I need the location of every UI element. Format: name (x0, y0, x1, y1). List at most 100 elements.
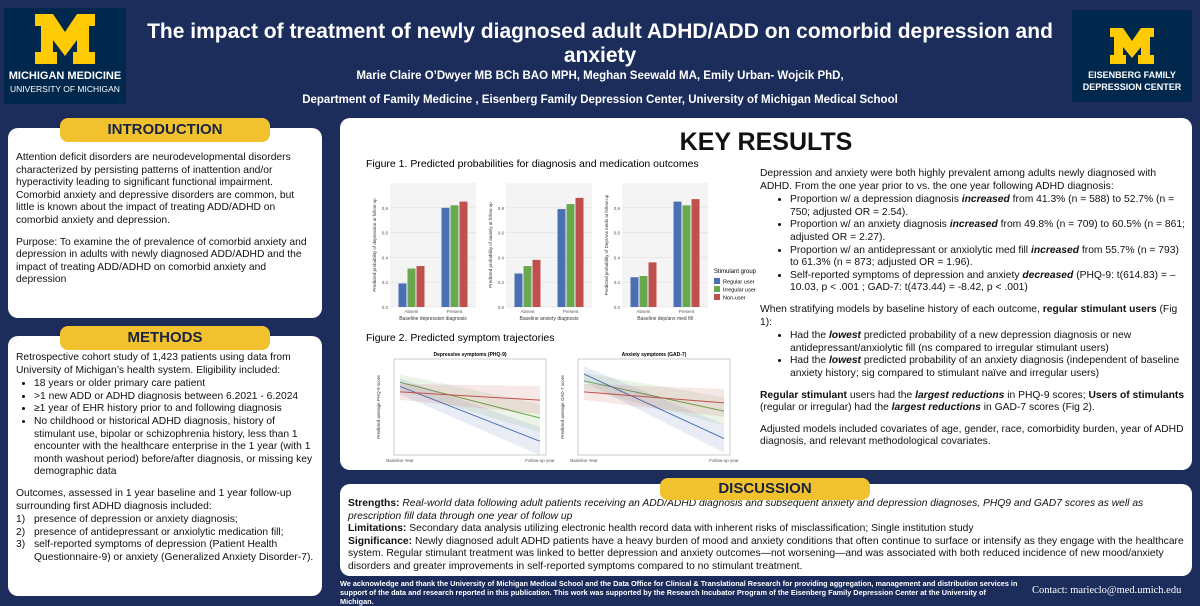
header: MICHIGAN MEDICINE UNIVERSITY OF MICHIGAN… (0, 0, 1200, 112)
x-tick-label: Baseline Year (570, 458, 598, 463)
paragraph: Retrospective cohort study of 1,423 pati… (16, 352, 291, 376)
segment: decreased (1022, 269, 1074, 281)
bar (630, 277, 639, 307)
segment: Had the (790, 330, 829, 342)
x-axis-label: Baseline dep/anx med fill (637, 316, 693, 322)
bar (450, 205, 459, 307)
y-axis-label: Predicted probability of depression at f… (372, 198, 377, 292)
paragraph: Outcomes, assessed in 1 year baseline an… (16, 487, 292, 512)
y-tick-label: 0.4 (498, 255, 505, 260)
confidence-band (400, 374, 540, 432)
confidence-band (584, 372, 724, 426)
segment: increased (949, 219, 998, 231)
y-tick-label: 0.8 (498, 206, 505, 211)
logo-right-line2: DEPRESSION CENTER (1082, 82, 1182, 92)
discussion-item: Significance: Newly diagnosed adult ADHD… (348, 536, 1184, 574)
trajectory-line (583, 391, 725, 404)
bar (639, 276, 648, 307)
x-axis-label: Baseline depression diagnosis (399, 316, 467, 322)
segment: users had the (846, 389, 916, 401)
outcome-text: self-reported symptoms of depression (Pa… (34, 539, 314, 563)
segment: Users of stimulants (1088, 389, 1185, 401)
paragraph: Adjusted models included covariates of a… (760, 423, 1184, 448)
methods-box: Retrospective cohort study of 1,423 pati… (8, 336, 322, 596)
bar (566, 204, 575, 307)
bar (648, 262, 657, 307)
confidence-band (584, 366, 724, 453)
bar (673, 201, 682, 307)
section-heading: KEY RESULTS (679, 128, 853, 156)
item-text: Secondary data analysis utilizing electr… (406, 523, 974, 535)
figure-caption: Figure 2. Predicted symptom trajectories (366, 332, 555, 344)
paragraph: Regular stimulant users had the largest … (760, 390, 1185, 415)
x-tick-label: Present (563, 309, 579, 314)
poster-title: The impact of treatment of newly diagnos… (147, 20, 1053, 67)
authors: Marie Claire O’Dwyer MB BCh BAO MPH, Meg… (356, 70, 844, 82)
introduction-box: Attention deficit disorders are neurodev… (8, 128, 322, 318)
criterion: ≥1 year of EHR history prior to and foll… (34, 403, 316, 416)
y-tick-label: 0.0 (498, 305, 505, 310)
y-axis-label: Predicted probability of Dep/Anx meds at… (604, 194, 609, 295)
legend-swatch (714, 286, 720, 292)
legend-label: Irregular user (723, 288, 756, 294)
discussion-text: Strengths: Real-world data following adu… (348, 498, 1184, 574)
item-label: Limitations: (348, 523, 407, 535)
segment: (Fig 1): (760, 303, 1178, 328)
segment: Had the (790, 355, 829, 367)
y-tick-label: 0.8 (382, 206, 389, 211)
result: Had the lowest predicted probability of … (790, 355, 1185, 380)
y-tick-label: 0.6 (382, 231, 389, 236)
criterion: No childhood or historical ADHD diagnosi… (34, 416, 316, 479)
discussion-item: Limitations: Secondary data analysis uti… (348, 523, 1184, 536)
legend-title: Stimulant group (714, 269, 757, 275)
paragraph: When stratifying models by baseline hist… (760, 304, 1185, 329)
item-text: Real-world data following adult patients… (348, 498, 1144, 522)
segment: from 55.7% (n = 793) to 61.3% (n = 873; … (790, 244, 1179, 269)
segment: from 41.3% (n = 588) to 52.7% (n = 750; … (790, 194, 1175, 218)
results-text: Depression and anxiety were both highly … (760, 168, 1185, 458)
block-m (35, 14, 95, 64)
x-tick-label: Baseline Year (386, 458, 414, 463)
plot-background (393, 358, 547, 456)
x-tick-label: Present (447, 309, 463, 314)
outcome-num: 2) (16, 526, 26, 538)
bar (398, 283, 407, 307)
bar (532, 259, 541, 307)
confidence-band (584, 383, 724, 417)
criterion: 18 years or older primary care patient (34, 378, 316, 391)
result: Proportion w/ an anxiety diagnosis incre… (790, 219, 1185, 244)
item-text: Newly diagnosed adult ADHD patients have… (348, 535, 1184, 572)
segment: predicted probability of a new depressio… (790, 330, 1132, 354)
segment: in PHQ-9 scores; (1004, 389, 1089, 401)
segment: lowest (828, 355, 861, 367)
x-tick-label: Present (679, 309, 695, 314)
introduction-text: Attention deficit disorders are neurodev… (16, 152, 314, 296)
y-tick-label: 0.2 (614, 280, 621, 285)
y-tick-label: 0.0 (382, 305, 389, 310)
discussion-box: Strengths: Real-world data following adu… (340, 484, 1192, 576)
logo-left-line1: MICHIGAN MEDICINE (8, 70, 122, 82)
section-heading: DISCUSSION (660, 478, 870, 500)
criteria-list: 18 years or older primary care patient >… (16, 378, 316, 479)
bar (416, 266, 425, 307)
bar (557, 209, 566, 307)
item-label: Significance: (348, 535, 413, 547)
contact: Contact: marieclo@med.umich.edu (1032, 585, 1182, 596)
outcome: 1) presence of depression or anxiety diag… (16, 514, 316, 527)
segment: increased (1030, 244, 1080, 256)
segment: Proportion w/ a depression diagnosis (790, 194, 962, 206)
x-axis-label: Baseline anxiety diagnosis (520, 316, 579, 322)
legend-swatch (714, 294, 720, 300)
criterion: >1 new ADD or ADHD diagnosis between 6.2… (34, 391, 316, 404)
legend-swatch (714, 278, 720, 284)
segment: largest reductions (891, 402, 981, 414)
panel-title: Depressive symptoms (PHQ-9) (433, 352, 506, 358)
x-tick-label: Absent (404, 309, 419, 314)
result: Had the lowest predicted probability of … (790, 330, 1185, 355)
y-tick-label: 0.4 (382, 255, 389, 260)
department: Department of Family Medicine , Eisenber… (302, 94, 898, 106)
logo-right-line1: EISENBERG FAMILY (1088, 70, 1176, 80)
bar (514, 273, 523, 307)
bar (523, 266, 532, 307)
